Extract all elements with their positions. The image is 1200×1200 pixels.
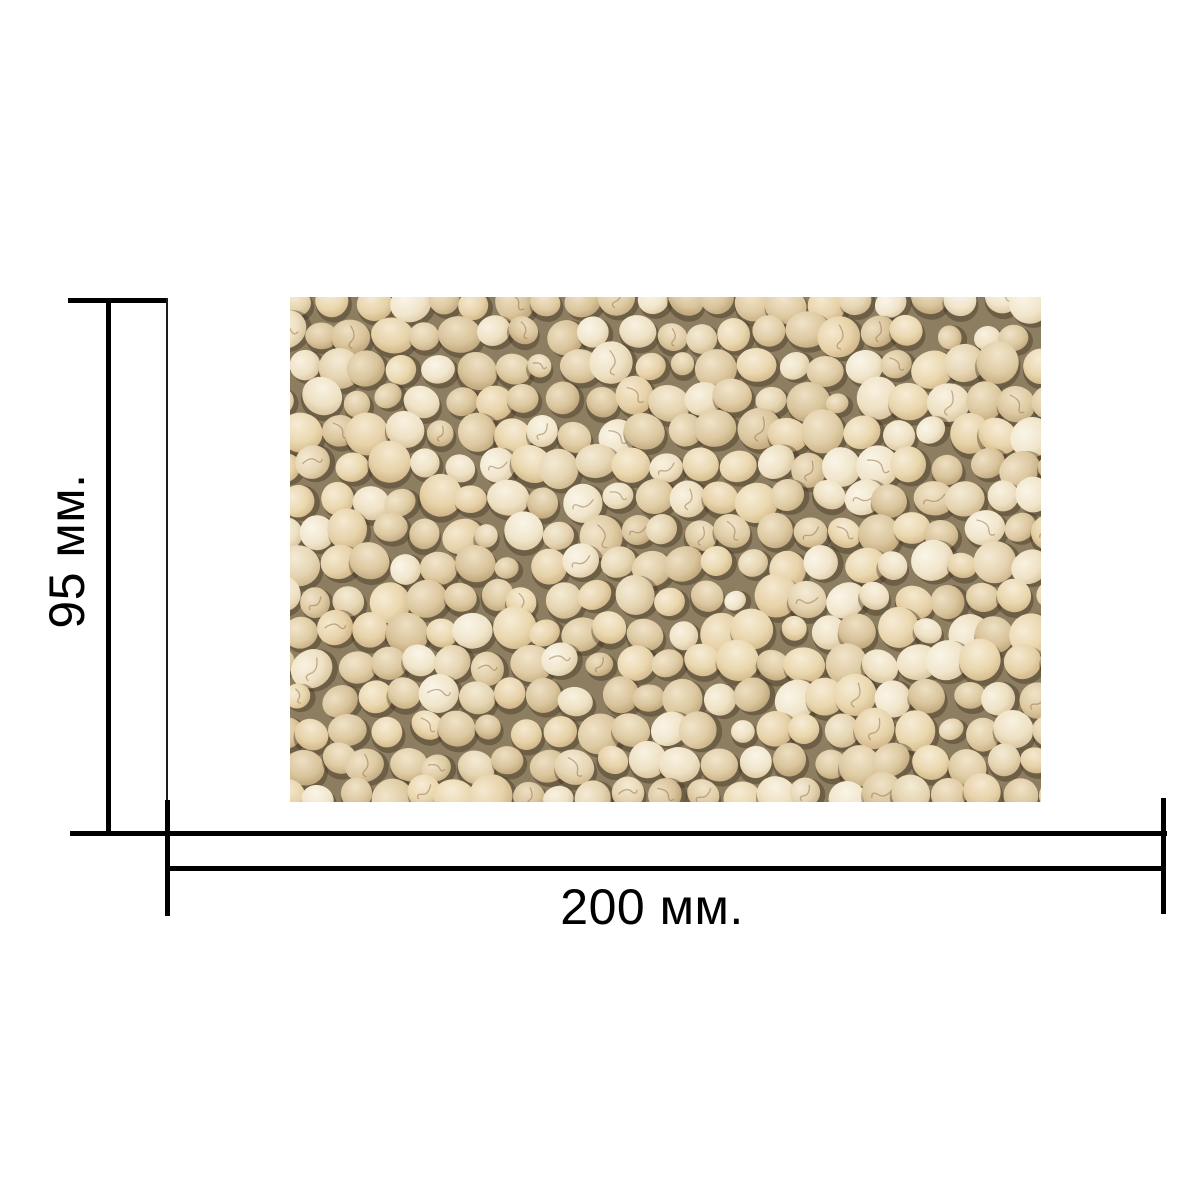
height-dim-top-tick (68, 298, 168, 303)
width-dim-label: 200 мм. (560, 879, 744, 935)
height-dim-label: 95 мм. (39, 473, 95, 629)
soybeans-illustration (290, 297, 1041, 802)
width-dim-line (165, 866, 1166, 871)
height-dim-line (106, 298, 111, 836)
width-dim-right-tick (1161, 798, 1166, 914)
bottom-reference-line (70, 831, 1167, 836)
height-dim-extension-line (166, 298, 168, 802)
width-dim-left-tick (165, 800, 170, 916)
soybeans-photo (290, 297, 1041, 802)
